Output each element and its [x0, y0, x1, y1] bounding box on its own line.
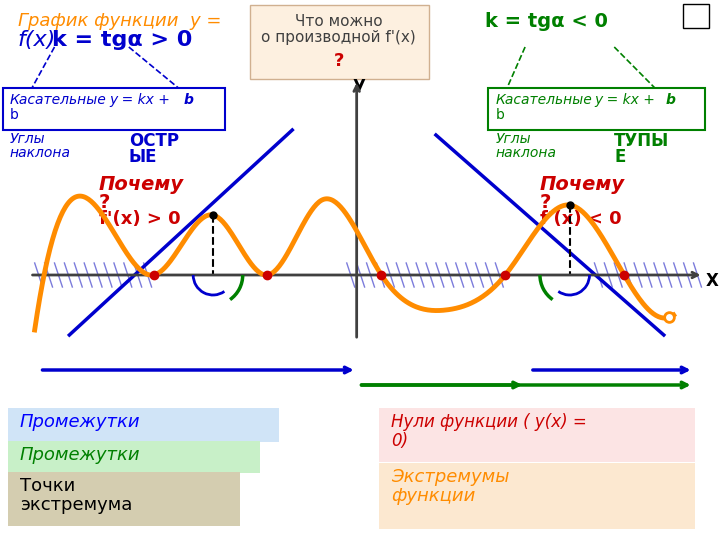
- FancyBboxPatch shape: [250, 5, 429, 79]
- Text: b: b: [495, 108, 504, 122]
- Text: k = tgα < 0: k = tgα < 0: [485, 12, 608, 31]
- Text: Почему: Почему: [540, 175, 625, 194]
- Text: График функции  y =: График функции y =: [18, 12, 221, 30]
- Text: наклона: наклона: [10, 146, 71, 160]
- Text: b: b: [184, 93, 193, 107]
- Text: Углы: Углы: [10, 132, 45, 146]
- Text: ТУПЫ: ТУПЫ: [614, 132, 670, 150]
- Text: Углы: Углы: [495, 132, 531, 146]
- FancyBboxPatch shape: [488, 88, 706, 130]
- Text: 6: 6: [690, 8, 701, 23]
- Text: f'(x) < 0: f'(x) < 0: [540, 210, 621, 228]
- Text: наклона: наклона: [495, 146, 557, 160]
- Text: b: b: [666, 93, 675, 107]
- Text: У: У: [353, 78, 366, 96]
- Text: Касательные: Касательные: [495, 93, 592, 107]
- Text: Почему: Почему: [99, 175, 184, 194]
- Text: f'(x) > 0: f'(x) > 0: [99, 210, 181, 228]
- Text: Касательные: Касательные: [10, 93, 107, 107]
- FancyBboxPatch shape: [8, 472, 240, 526]
- Text: о производной f'(x): о производной f'(x): [261, 30, 416, 45]
- FancyBboxPatch shape: [8, 441, 260, 473]
- Text: b: b: [10, 108, 19, 122]
- Text: ОСТР: ОСТР: [129, 132, 179, 150]
- Text: ?: ?: [333, 52, 344, 70]
- Text: Промежутки: Промежутки: [20, 446, 140, 464]
- FancyBboxPatch shape: [379, 408, 696, 462]
- FancyBboxPatch shape: [8, 408, 279, 442]
- Text: ?: ?: [540, 193, 552, 212]
- Text: 0): 0): [392, 432, 408, 450]
- FancyBboxPatch shape: [683, 4, 709, 28]
- Text: Е: Е: [614, 148, 626, 166]
- FancyBboxPatch shape: [379, 463, 696, 529]
- Text: X: X: [706, 272, 719, 290]
- Text: k = tgα > 0: k = tgα > 0: [52, 30, 192, 50]
- Text: функции: функции: [392, 487, 476, 505]
- Text: Что можно: Что можно: [295, 14, 382, 29]
- Text: Экстремумы: Экстремумы: [392, 468, 510, 486]
- Text: Точки: Точки: [20, 477, 75, 495]
- Text: ?: ?: [99, 193, 110, 212]
- Text: y = kx +: y = kx +: [109, 93, 170, 107]
- Text: f(x): f(x): [18, 30, 56, 50]
- Text: ЫЕ: ЫЕ: [129, 148, 157, 166]
- Text: Нули функции ( y(x) =: Нули функции ( y(x) =: [392, 413, 587, 431]
- FancyBboxPatch shape: [3, 88, 225, 130]
- Text: y = kx +: y = kx +: [595, 93, 655, 107]
- Text: экстремума: экстремума: [20, 496, 132, 514]
- Text: Промежутки: Промежутки: [20, 413, 140, 431]
